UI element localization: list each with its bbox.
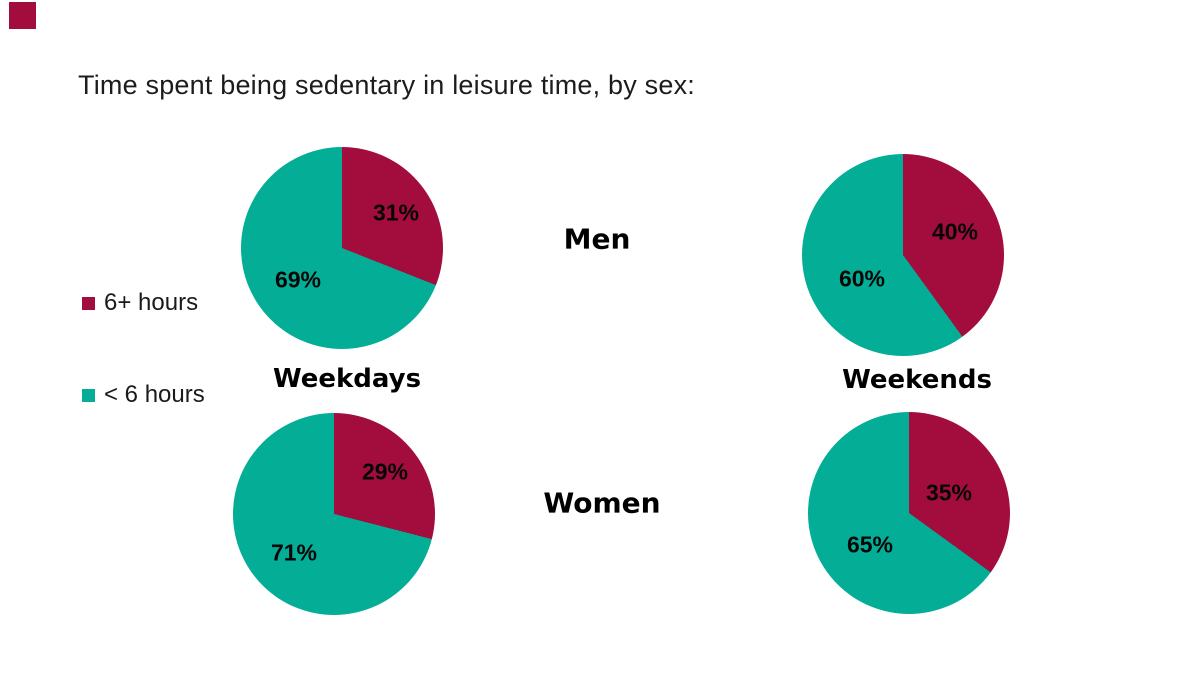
legend-swatch-6plus-hours [82,296,95,310]
pie-women-weekdays [233,413,435,615]
pie-men-weekdays [241,147,443,349]
pie-men-weekends [802,154,1004,356]
legend-item-under-6-hours: < 6 hours [82,381,205,409]
pie-women-weekends [808,412,1010,614]
column-label-weekdays: Weekdays [272,364,422,394]
slice-label-women-weekdays-6plus: 29% [361,458,409,485]
legend-label-under-6-hours: < 6 hours [104,381,205,408]
chart-title: Time spent being sedentary in leisure ti… [78,70,695,100]
slice-label-women-weekends-6plus: 35% [925,479,973,506]
slice-label-men-weekdays-6plus: 31% [372,199,420,226]
slice-label-men-weekends-6plus: 40% [931,218,979,245]
legend-label-6plus-hours: 6+ hours [104,289,199,316]
slice-label-women-weekdays-under6: 71% [270,539,318,566]
legend-swatch-under-6-hours [82,388,95,402]
legend-item-6plus-hours: 6+ hours [82,289,198,317]
row-label-men: Men [563,222,631,256]
slice-label-men-weekends-under6: 60% [838,265,886,292]
column-label-weekends: Weekends [842,365,992,395]
slice-label-men-weekdays-under6: 69% [274,266,322,293]
corner-accent-square [9,2,36,29]
row-label-women: Women [543,486,661,520]
slice-label-women-weekends-under6: 65% [846,531,894,558]
